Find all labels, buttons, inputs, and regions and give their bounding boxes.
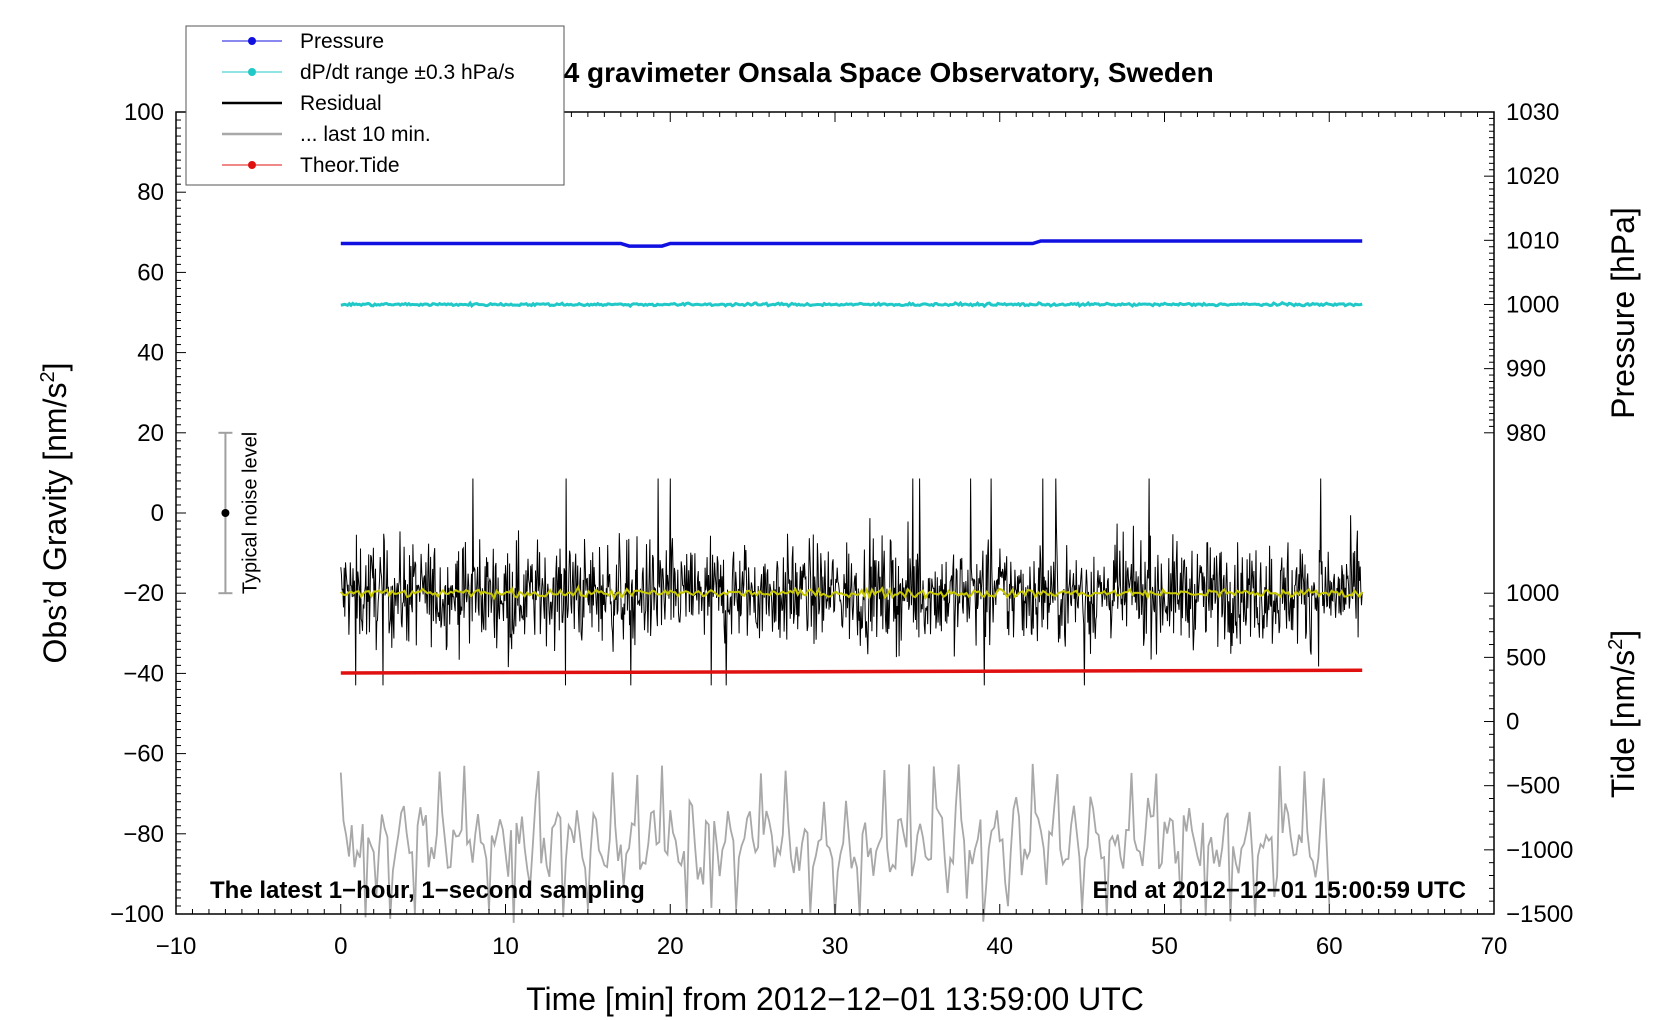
y-axis-title-left: Obs’d Gravity [nm/s2] — [37, 363, 73, 664]
legend-label: Residual — [300, 92, 382, 115]
pressure-tick-label: 1010 — [1506, 227, 1559, 254]
plot-frame — [175, 111, 1495, 915]
axis-ticks: −10 0 10 20 30 40 50 60 70−100−80−60−40−20020406… — [110, 99, 1573, 960]
last-10-min-line — [339, 763, 1331, 923]
pressure-tick-label: 1000 — [1506, 291, 1559, 318]
noise-level-label: Typical noise level — [239, 432, 261, 594]
y-tick-label: −80 — [123, 821, 164, 848]
pressure-line — [340, 239, 1363, 248]
tide-tick-label: −1500 — [1506, 901, 1573, 928]
theoretical-tide-line — [340, 668, 1363, 675]
y-tick-label: −40 — [123, 660, 164, 687]
pressure-tick-label: 1020 — [1506, 163, 1559, 190]
y-axis-title-left-end: ] — [37, 363, 73, 372]
residual-smoothed-line — [340, 584, 1364, 601]
legend: Pressure dP/dt range ±0.3 hPa/s Residual..… — [185, 25, 565, 186]
x-tick-label: −10 — [156, 933, 197, 960]
y-tick-label: 40 — [137, 340, 164, 367]
tide-tick-label: 500 — [1506, 644, 1546, 671]
x-axis-title: Time [min] from 2012−12−01 13:59:00 UTC — [526, 981, 1144, 1017]
tide-axis-title-sup: 2 — [1605, 639, 1627, 650]
y-axis-title-left-main: Obs’d Gravity [nm/s — [37, 383, 73, 664]
y-tick-label: 20 — [137, 420, 164, 447]
y-tick-label: −20 — [123, 580, 164, 607]
tide-tick-label: −1000 — [1506, 837, 1573, 864]
legend-swatch-marker — [248, 68, 256, 76]
chart-marks — [339, 239, 1364, 923]
pressure-axis-title: Pressure [hPa] — [1605, 207, 1641, 419]
pressure-tick-label: 990 — [1506, 356, 1546, 383]
x-tick-label: 40 — [986, 933, 1013, 960]
y-tick-label: 80 — [137, 179, 164, 206]
legend-swatch-marker — [248, 161, 256, 169]
legend-box — [185, 25, 565, 186]
legend-label: ... last 10 min. — [300, 123, 431, 146]
y-tick-label: 60 — [137, 259, 164, 286]
annotation-end-time: End at 2012−12−01 15:00:59 UTC — [1092, 877, 1466, 904]
tide-axis-title: Tide [nm/s2] — [1605, 630, 1641, 798]
y-tick-label: −100 — [110, 901, 164, 928]
x-tick-label: 70 — [1481, 933, 1508, 960]
pressure-tick-label: 1030 — [1506, 99, 1559, 126]
legend-label: Theor.Tide — [300, 154, 400, 177]
y-axis-title-left-sup: 2 — [37, 371, 59, 382]
tide-tick-label: −500 — [1506, 773, 1560, 800]
y-tick-label: 100 — [124, 99, 164, 126]
dpdt-line — [340, 300, 1363, 309]
x-tick-label: 30 — [822, 933, 849, 960]
tide-tick-label: 1000 — [1506, 580, 1559, 607]
legend-swatch-marker — [248, 37, 256, 45]
noise-bar-center-dot — [221, 509, 230, 517]
legend-label: Pressure — [300, 30, 384, 53]
chart-title: SCG_054 gravimeter Onsala Space Observat… — [456, 57, 1213, 88]
residual-line — [340, 478, 1363, 686]
x-tick-label: 20 — [657, 933, 684, 960]
x-tick-label: 0 — [334, 933, 347, 960]
y-tick-label: −60 — [123, 741, 164, 768]
tide-axis-title-end: ] — [1605, 630, 1641, 639]
legend-label: dP/dt range ±0.3 hPa/s — [300, 61, 515, 84]
x-tick-label: 60 — [1316, 933, 1343, 960]
annotation-latest-hour: The latest 1−hour, 1−second sampling — [210, 877, 645, 904]
pressure-tick-label: 980 — [1506, 420, 1546, 447]
noise-level-indicator: Typical noise level — [218, 431, 261, 595]
tide-tick-label: 0 — [1506, 709, 1519, 736]
y-tick-label: 0 — [151, 500, 164, 527]
x-tick-label: 10 — [492, 933, 519, 960]
tide-axis-title-main: Tide [nm/s — [1605, 650, 1641, 798]
x-tick-label: 50 — [1151, 933, 1178, 960]
